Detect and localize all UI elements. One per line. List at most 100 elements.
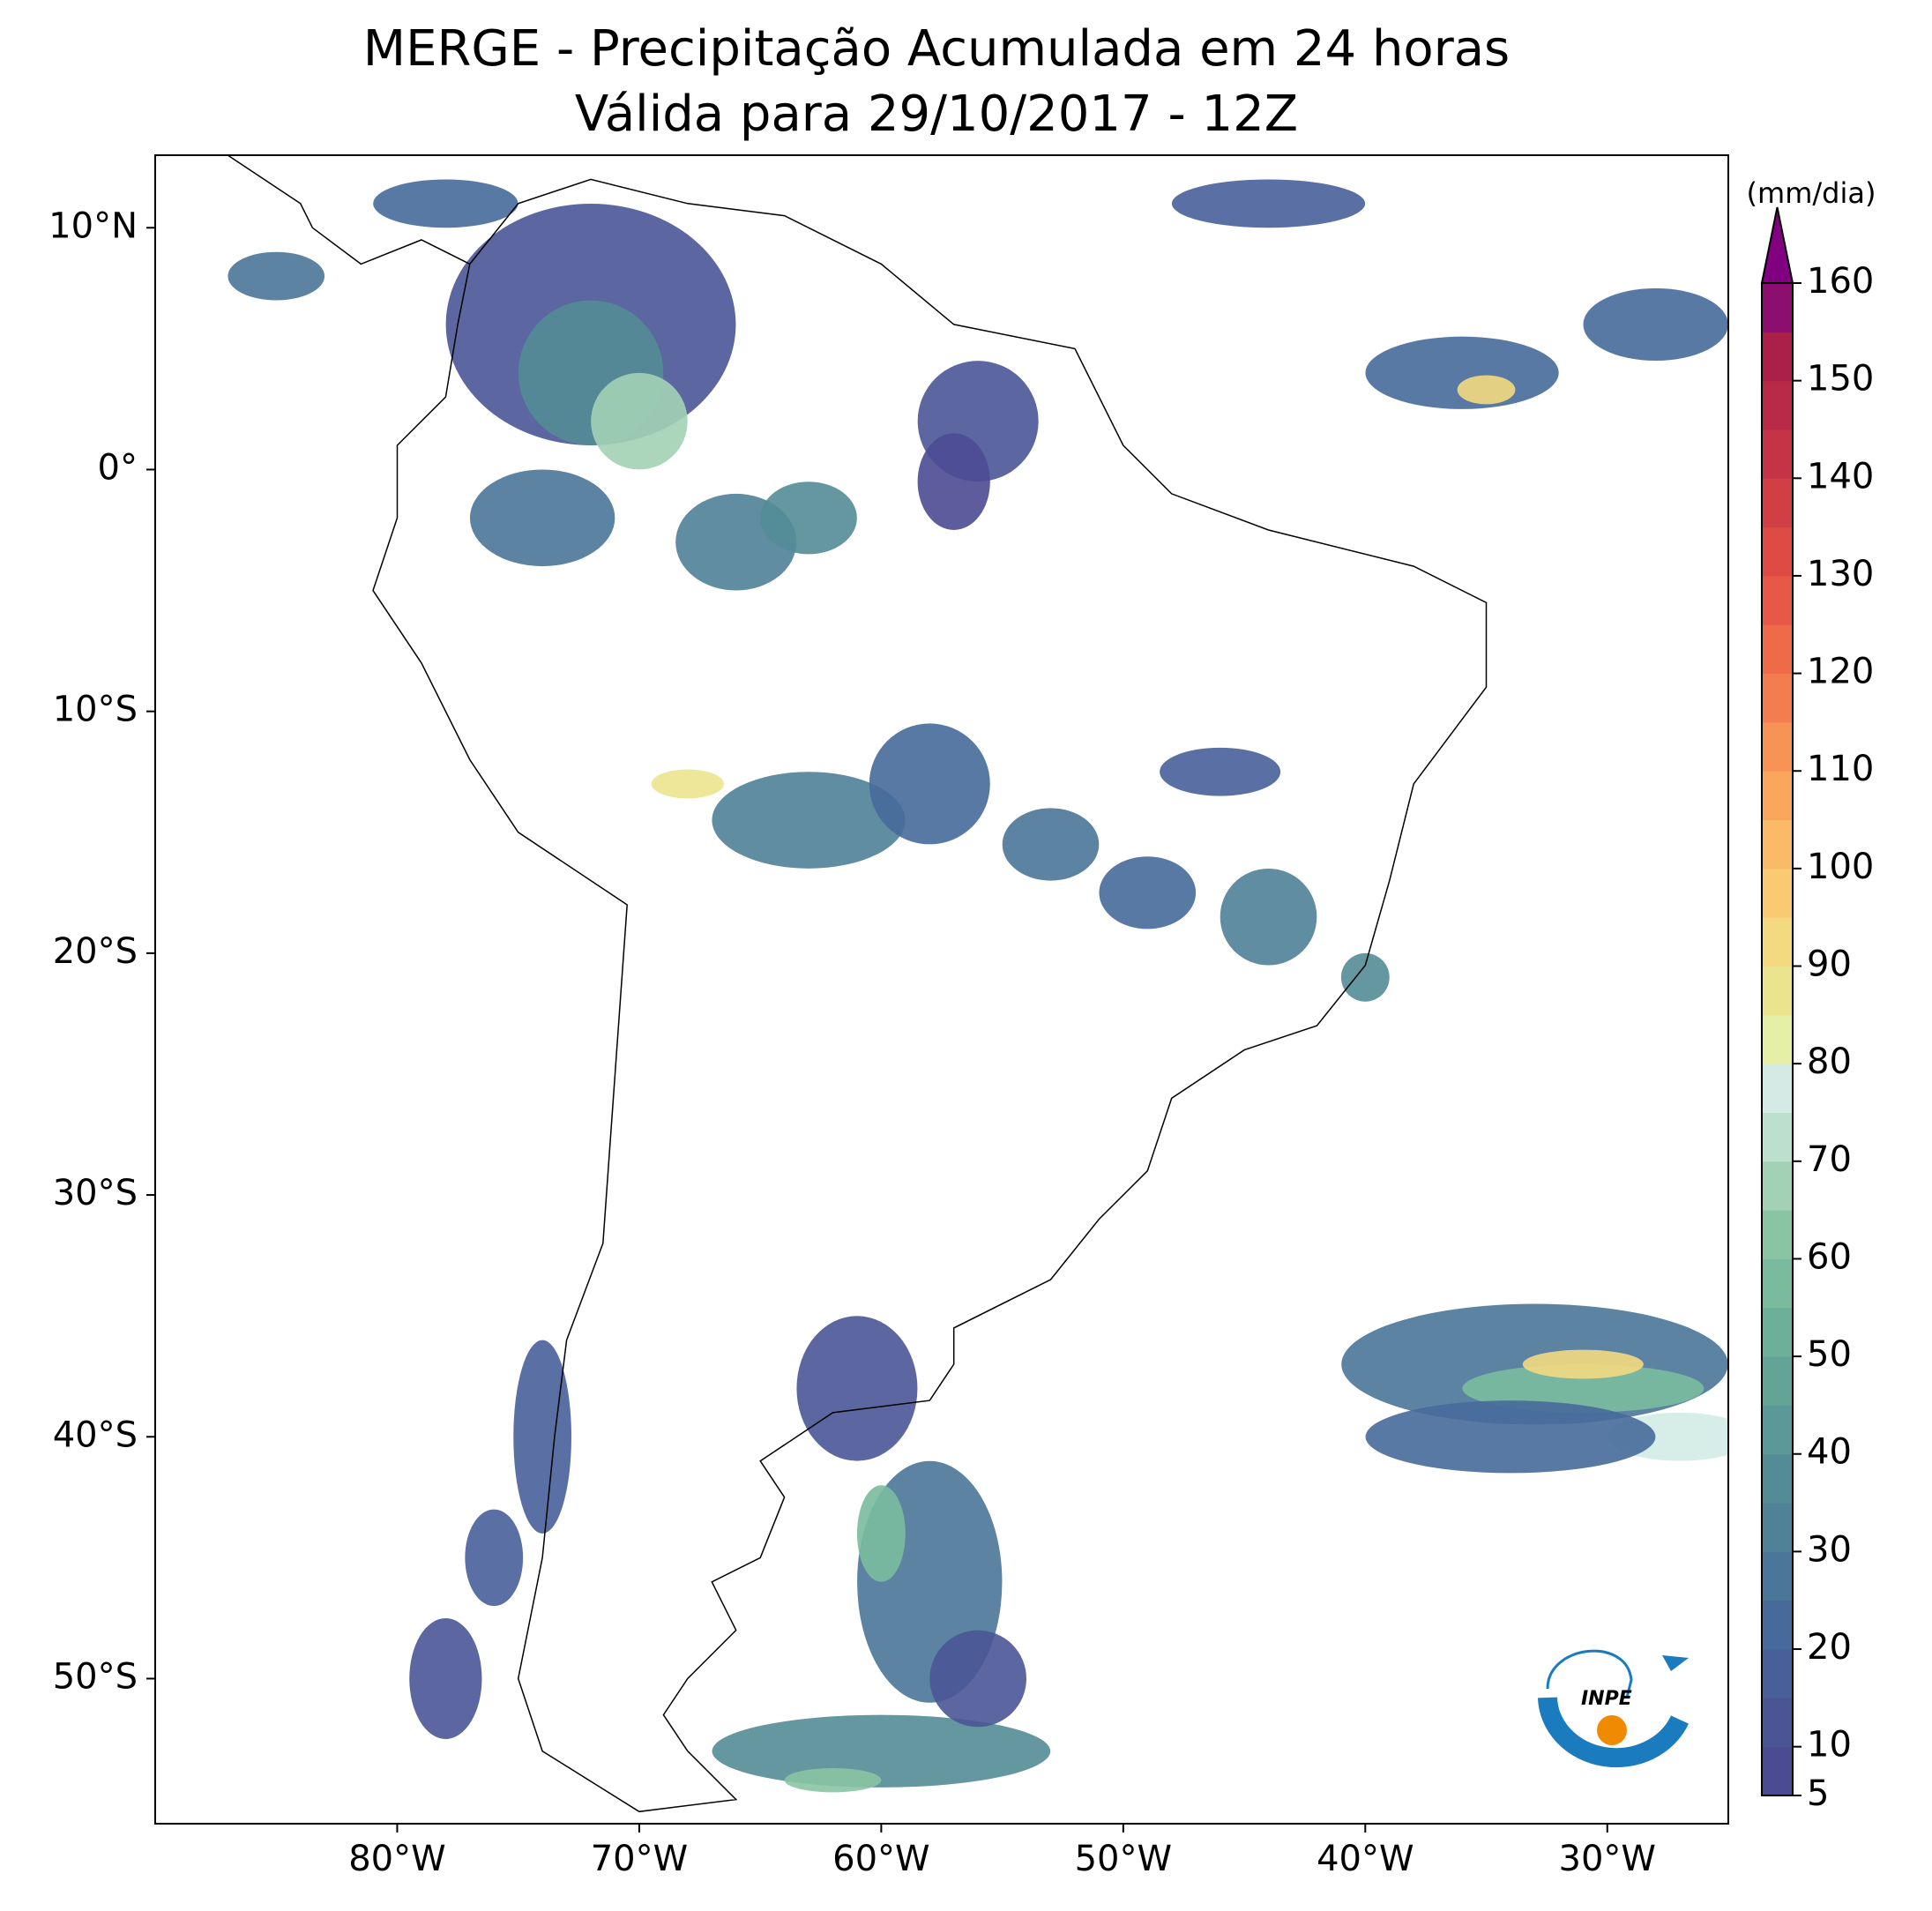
colorbar-segment xyxy=(1762,771,1793,821)
precip-blob xyxy=(784,1767,882,1793)
colorbar-segment xyxy=(1762,1551,1793,1601)
lat-tick-label: 10°N xyxy=(48,205,138,246)
precip-blob xyxy=(1160,747,1281,796)
colorbar-segment xyxy=(1762,1307,1793,1357)
colorbar-tick-label: 5 xyxy=(1807,1773,1829,1814)
colorbar-segment xyxy=(1762,819,1793,870)
colorbar-segment xyxy=(1762,478,1793,528)
colorbar-segment xyxy=(1762,624,1793,675)
colorbar-segment xyxy=(1762,1356,1793,1406)
precip-blob xyxy=(712,1714,1051,1788)
precip-blob xyxy=(373,179,518,228)
colorbar-tick-label: 50 xyxy=(1807,1334,1852,1375)
precip-blob xyxy=(760,481,857,555)
lon-tick-label: 50°W xyxy=(1075,1839,1172,1879)
precip-blob xyxy=(1365,1400,1656,1474)
precip-blob xyxy=(1522,1349,1644,1379)
colorbar-tick-label: 40 xyxy=(1807,1432,1852,1473)
colorbar-tick-label: 90 xyxy=(1807,944,1852,985)
precip-blob xyxy=(409,1617,482,1739)
lat-tick-label: 30°S xyxy=(53,1173,138,1213)
precip-blob xyxy=(1365,336,1559,409)
colorbar-segment xyxy=(1762,1405,1793,1455)
lon-tick-label: 30°W xyxy=(1559,1839,1656,1879)
title-line: MERGE - Precipitação Acumulada em 24 hor… xyxy=(363,20,1510,78)
colorbar-segment xyxy=(1762,1258,1793,1309)
colorbar-tick-label: 10 xyxy=(1807,1725,1852,1765)
colorbar-unit: (mm/dia) xyxy=(1747,176,1876,210)
colorbar-tick-label: 110 xyxy=(1807,749,1874,789)
colorbar-tick-label: 160 xyxy=(1807,261,1874,302)
logo-dot xyxy=(1597,1715,1627,1745)
precip-blob xyxy=(1220,868,1317,966)
colorbar-tick-label: 120 xyxy=(1807,652,1874,692)
colorbar-tick-label: 140 xyxy=(1807,456,1874,496)
colorbar-segment xyxy=(1762,1014,1793,1064)
lat-tick-label: 20°S xyxy=(53,931,138,972)
colorbar-segment xyxy=(1762,1064,1793,1113)
colorbar-segment xyxy=(1762,1161,1793,1211)
lat-tick-label: 40°S xyxy=(53,1415,138,1455)
precip-blob xyxy=(1171,179,1366,228)
precip-blob xyxy=(228,251,325,301)
colorbar-tick-label: 20 xyxy=(1807,1627,1852,1668)
colorbar-tick-label: 150 xyxy=(1807,359,1874,399)
colorbar-segment xyxy=(1762,1649,1793,1698)
subtitle-line: Válida para 29/10/2017 - 12Z xyxy=(575,86,1298,143)
logo-text: INPE xyxy=(1581,1688,1632,1710)
map-area: 80°W 70°W 60°W 50°W 40°W 30°W 10°N 0° 10°S 20°S 30… xyxy=(48,154,1729,1879)
colorbar-segment xyxy=(1762,283,1793,332)
logo-arrow xyxy=(1662,1655,1689,1671)
precip-blob xyxy=(869,723,990,845)
colorbar-tick-label: 100 xyxy=(1807,847,1874,887)
coastline xyxy=(227,155,1488,1813)
precip-blob xyxy=(1462,1364,1704,1413)
colorbar: 5 10 20 30 40 50 60 70 80 90 100 110 120 130 140 150 160… xyxy=(1747,176,1876,1814)
colorbar-segment xyxy=(1762,966,1793,1016)
colorbar-extend xyxy=(1760,206,1794,284)
colorbar-tick-label: 60 xyxy=(1807,1236,1852,1277)
map-layers xyxy=(155,155,1728,1824)
colorbar-segment xyxy=(1762,1453,1793,1504)
colorbar-tick-label: 80 xyxy=(1807,1041,1852,1082)
lon-tick-label: 40°W xyxy=(1317,1839,1414,1879)
logo-arc xyxy=(1538,1697,1689,1768)
precip-blob xyxy=(1099,856,1197,929)
precip-blob xyxy=(856,1485,906,1582)
inpe-logo: INPE xyxy=(1538,1649,1689,1768)
precip-blob xyxy=(469,469,615,567)
precip-blob xyxy=(1583,287,1728,362)
colorbar-segment xyxy=(1762,1112,1793,1162)
precip-blob xyxy=(917,433,990,530)
map-frame xyxy=(154,154,1729,1825)
precip-blob xyxy=(1457,375,1516,405)
lon-tick-label: 70°W xyxy=(591,1839,688,1879)
precip-blob xyxy=(1340,952,1390,1002)
logo-swirl xyxy=(1546,1649,1633,1698)
colorbar-tick-label: 70 xyxy=(1807,1139,1852,1180)
lat-tick-label: 50°S xyxy=(53,1656,138,1697)
colorbar-segment xyxy=(1762,673,1793,723)
colorbar-segment xyxy=(1762,1600,1793,1650)
precip-blob xyxy=(712,772,906,869)
precip-blob xyxy=(651,769,724,799)
colorbar-segment xyxy=(1762,526,1793,577)
precip-blob xyxy=(465,1509,524,1607)
colorbar-tick-label: 30 xyxy=(1807,1529,1852,1570)
precip-blob xyxy=(591,372,688,470)
lon-tick-label: 80°W xyxy=(348,1839,445,1879)
colorbar-segment xyxy=(1762,380,1793,430)
precip-blob xyxy=(1002,808,1100,881)
colorbar-frame xyxy=(1761,282,1794,1796)
colorbar-segment xyxy=(1762,917,1793,967)
lat-tick-label: 0° xyxy=(98,447,138,488)
colorbar-segment xyxy=(1762,868,1793,918)
colorbar-tick-label: 130 xyxy=(1807,554,1874,594)
precip-blob xyxy=(796,1316,918,1461)
precip-blob xyxy=(929,1630,1026,1728)
lon-tick-label: 60°W xyxy=(832,1839,929,1879)
colorbar-segment xyxy=(1762,1503,1793,1552)
colorbar-segment xyxy=(1762,1746,1793,1796)
colorbar-segment xyxy=(1762,1210,1793,1259)
